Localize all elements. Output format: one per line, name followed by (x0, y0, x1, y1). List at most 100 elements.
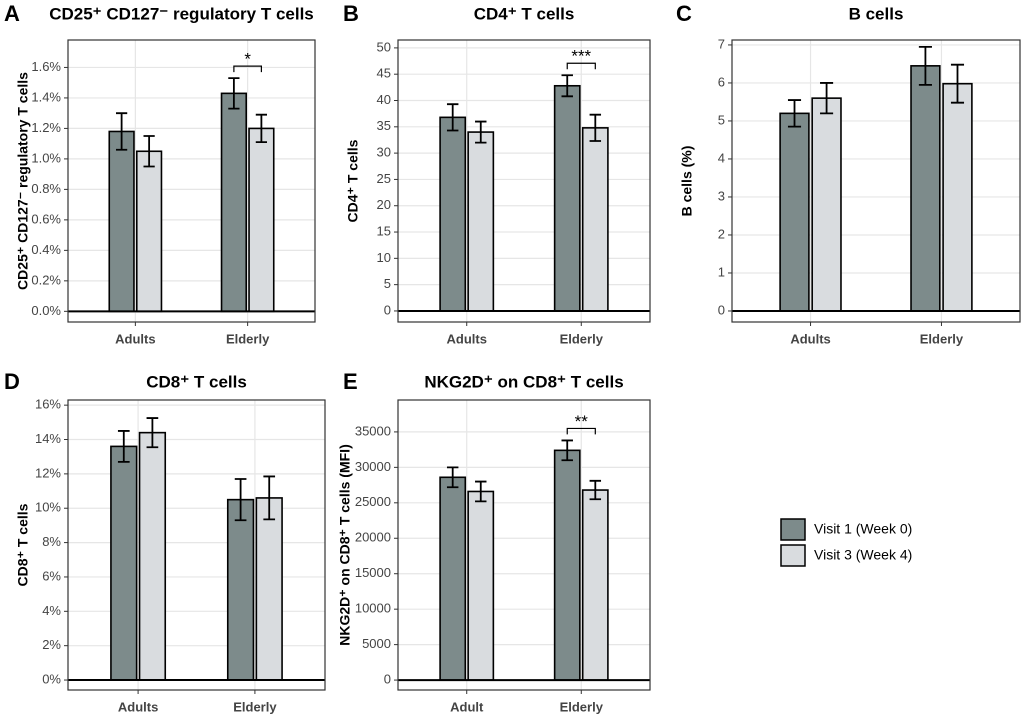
y-tick-label: 45 (377, 66, 391, 81)
panel-letter: B (343, 1, 359, 26)
error-bar (234, 478, 247, 522)
error-bar (475, 480, 487, 503)
bar (811, 97, 842, 312)
panel-letter: E (343, 369, 358, 394)
significance-label: ** (575, 412, 589, 431)
plot-background (398, 40, 650, 322)
y-tick-label: 6% (42, 568, 61, 583)
panel: 0% 2% 4% 6% 8% 10% 12% 14% 16% Adults Elderly D CD8⁺… (4, 369, 326, 714)
x-tick-label: Elderly (560, 699, 604, 714)
y-tick-label: 0 (384, 302, 391, 317)
y-tick-label: 35000 (355, 423, 391, 438)
legend-label: Visit 3 (Week 4) (814, 547, 912, 563)
panel: 0 1 2 3 4 5 6 7 Adults Elderly C B cells B cells (%) (676, 1, 1021, 346)
error-bar (589, 479, 602, 501)
error-bar (589, 113, 602, 142)
y-tick-label: 8% (42, 534, 61, 549)
plot-background (732, 40, 1020, 322)
y-axis-title: NKG2D⁺ on CD8⁺ T cells (MFI) (337, 444, 353, 645)
significance-label: * (244, 50, 251, 69)
bar (581, 489, 609, 681)
plot-background (68, 40, 315, 322)
bar (553, 449, 581, 681)
y-tick-label: 4 (718, 150, 725, 165)
y-tick-label: 2% (42, 637, 61, 652)
y-tick-label: 1.2% (31, 120, 61, 135)
bar (581, 127, 609, 312)
legend-label: Visit 1 (Week 0) (814, 521, 912, 537)
y-tick-label: 25000 (355, 494, 391, 509)
y-tick-label: 40 (377, 92, 391, 107)
error-bar (950, 63, 965, 104)
bar (942, 82, 973, 312)
error-bar (561, 74, 573, 98)
error-bar (446, 103, 459, 132)
panel: 0 5 10 15 20 25 30 35 40 45 50 Adults Elderly *** B CD4… (343, 1, 651, 346)
y-tick-label: 10% (35, 500, 61, 515)
y-tick-label: 1 (718, 264, 725, 279)
panel: 0 5000 10000 15000 20000 25000 30000 35000 Adult… (337, 369, 651, 714)
plot-background (398, 400, 650, 690)
y-tick-label: 0.6% (31, 211, 61, 226)
significance-label: *** (571, 47, 591, 66)
panel-border (731, 39, 1021, 323)
x-tick-label: Elderly (560, 331, 604, 346)
y-tick-label: 5000 (362, 636, 391, 651)
significance-bracket (566, 427, 596, 435)
y-tick-label: 2 (718, 226, 725, 241)
y-axis-title: B cells (%) (679, 146, 695, 217)
error-bar (475, 120, 487, 144)
y-tick-label: 1.4% (31, 89, 61, 104)
y-tick-label: 0 (718, 302, 725, 317)
error-bar (787, 99, 802, 128)
bar (467, 131, 495, 312)
bar (910, 65, 941, 312)
y-tick-label: 0% (42, 671, 61, 686)
x-tick-label: Adults (447, 331, 487, 346)
y-tick-label: 12% (35, 465, 61, 480)
bar (135, 150, 163, 313)
y-tick-label: 0.4% (31, 242, 61, 257)
error-bar (263, 475, 276, 521)
error-bar (561, 439, 573, 462)
y-axis-title: CD25⁺ CD127⁻ regulatory T cells (15, 72, 31, 290)
chart-title: CD4⁺ T cells (474, 4, 575, 23)
y-tick-label: 35 (377, 118, 391, 133)
bar (220, 92, 248, 313)
y-tick-label: 0.2% (31, 272, 61, 287)
bar (108, 130, 135, 313)
error-bar (228, 77, 240, 110)
y-tick-label: 0.0% (31, 303, 61, 318)
panel: 0.0% 0.2% 0.4% 0.6% 0.8% 1.0% 1.2% 1.4% 1.6% Adul… (4, 1, 316, 346)
panel-letter: C (676, 1, 692, 26)
error-bar (820, 82, 834, 115)
bar (467, 490, 495, 681)
bar (248, 127, 275, 313)
y-tick-label: 50 (377, 39, 391, 54)
panel-letter: A (4, 1, 20, 26)
y-tick-label: 14% (35, 431, 61, 446)
panel-border (67, 399, 326, 691)
y-tick-label: 20000 (355, 530, 391, 545)
y-axis-title: CD4⁺ T cells (345, 139, 361, 222)
y-tick-label: 1.0% (31, 150, 61, 165)
y-tick-label: 0 (384, 672, 391, 687)
plot-background (68, 400, 325, 690)
y-tick-label: 25 (377, 171, 391, 186)
y-tick-label: 4% (42, 603, 61, 618)
bar (439, 476, 467, 681)
chart-title: CD8⁺ T cells (146, 372, 247, 391)
bar (226, 498, 255, 681)
legend-swatch (780, 544, 806, 567)
y-tick-label: 1.6% (31, 59, 61, 74)
x-tick-label: Adults (790, 331, 830, 346)
panel-border (397, 39, 651, 323)
y-tick-label: 15000 (355, 565, 391, 580)
x-tick-label: Elderly (233, 699, 277, 714)
y-tick-label: 10 (377, 250, 391, 265)
error-bar (115, 112, 128, 151)
chart-title: CD25⁺ CD127⁻ regulatory T cells (49, 4, 314, 23)
bar (779, 112, 810, 312)
y-tick-label: 3 (718, 188, 725, 203)
